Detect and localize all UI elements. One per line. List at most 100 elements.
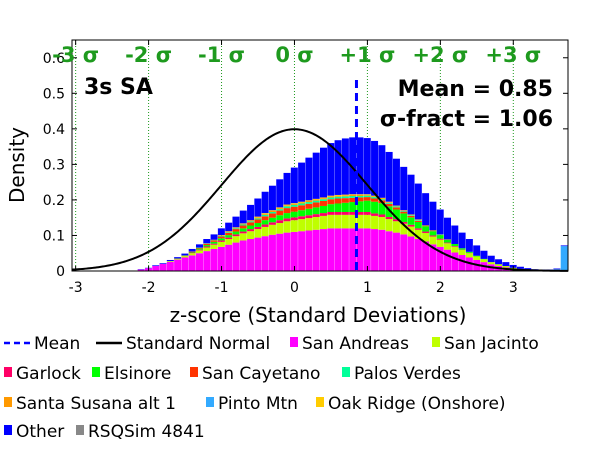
bar-segment (378, 199, 386, 201)
bar-segment (473, 245, 481, 256)
bar-segment (166, 261, 174, 271)
bar-segment (203, 239, 211, 244)
bar-segment (400, 210, 408, 212)
bar-segment (378, 203, 386, 215)
legend-swatch (206, 397, 214, 407)
x-tick-label: 1 (363, 280, 372, 296)
legend-label: Other (16, 422, 64, 442)
bar-segment (327, 204, 335, 213)
bar-segment (276, 223, 284, 234)
x-tick-label: -1 (215, 280, 229, 296)
bar-segment (524, 268, 532, 270)
legend-swatch (4, 425, 12, 435)
bar-segment (414, 220, 422, 221)
bar-segment (327, 143, 335, 196)
bar-segment (261, 236, 269, 271)
y-tick-label: 0.2 (43, 193, 65, 209)
legend-label: RSQSim 4841 (88, 422, 205, 442)
bar-segment (188, 255, 196, 271)
bar-segment (429, 236, 437, 245)
bar-segment (356, 197, 364, 202)
bar-segment (400, 234, 408, 271)
bar-segment (268, 210, 276, 211)
bar-segment (363, 214, 371, 229)
bar-segment (465, 257, 473, 271)
legend-swatch (76, 425, 84, 435)
bar-segment (312, 199, 320, 201)
bar-segment (502, 262, 510, 267)
bar-segment (261, 220, 269, 225)
sigma-fract-label: σ-fract = 1.06 (380, 107, 553, 132)
bar-segment (334, 140, 342, 195)
bar-segment (414, 228, 422, 230)
bar-segment (283, 213, 291, 219)
bar-segment (400, 213, 408, 222)
bar-segment (217, 241, 225, 247)
bar-segment (400, 211, 408, 214)
bar-segment (247, 239, 255, 271)
bar-segment (232, 228, 240, 230)
bar-segment (429, 201, 437, 231)
bar-segment (341, 202, 349, 213)
bar-segment (349, 228, 357, 271)
legend-label: Garlock (16, 364, 81, 384)
standard-normal-curve (71, 128, 569, 272)
bar-segment (465, 251, 473, 253)
bar-segment (290, 211, 298, 218)
bar-segment (261, 213, 269, 215)
bar-segment (225, 235, 233, 238)
bar-segment (247, 220, 255, 222)
legend-swatch (4, 397, 12, 407)
legend-item: Palos Verdes (342, 364, 461, 384)
bar-segment (210, 241, 218, 244)
bar-segment (283, 208, 291, 214)
bar-segment (268, 185, 276, 211)
bar-segment (320, 205, 327, 214)
bar-segment (268, 234, 276, 271)
bar-segment (217, 238, 225, 241)
plot-frame (71, 39, 569, 272)
bar-segment (290, 203, 298, 205)
bar-segment (422, 241, 430, 271)
bar-segment (196, 244, 203, 248)
bar-segment (429, 244, 437, 271)
bar-segment (196, 247, 203, 249)
bar-segment (239, 228, 247, 232)
bar-segment (356, 196, 364, 198)
bar-segment (502, 266, 510, 268)
bar-segment (276, 179, 284, 208)
bar-segment (334, 212, 342, 215)
bar-segment (312, 214, 320, 217)
bar-segment (327, 199, 335, 205)
bar-segment (305, 157, 313, 201)
bar-segment (334, 203, 342, 213)
bar-segment (334, 228, 342, 271)
bar-segment (247, 229, 255, 232)
bar-segment (268, 217, 276, 223)
bar-segment (210, 243, 218, 245)
bar-segment (473, 256, 481, 260)
bar-segment (451, 246, 459, 253)
bar-segment (407, 236, 415, 271)
bar-segment (371, 213, 379, 216)
bar-segment (283, 221, 291, 233)
bar-segment (239, 240, 247, 271)
bar-segment (422, 193, 430, 226)
bar-segment (414, 183, 422, 220)
bar-segment (371, 197, 379, 199)
bar-segment (312, 202, 320, 208)
legend-swatch (190, 367, 198, 377)
legend-item: Elsinore (92, 364, 171, 384)
bar-segment (320, 213, 327, 216)
legend-label: Pinto Mtn (218, 394, 298, 414)
bar-segment (363, 195, 371, 198)
bar-segment (392, 158, 400, 206)
bar-segment (225, 237, 233, 240)
bar-segment (327, 212, 335, 215)
bar-segment (290, 217, 298, 221)
bar-segment (356, 194, 364, 195)
bar-segment (254, 219, 262, 224)
bar-segment (217, 240, 225, 242)
bar-segment (268, 222, 276, 225)
bar-segment (487, 262, 495, 265)
